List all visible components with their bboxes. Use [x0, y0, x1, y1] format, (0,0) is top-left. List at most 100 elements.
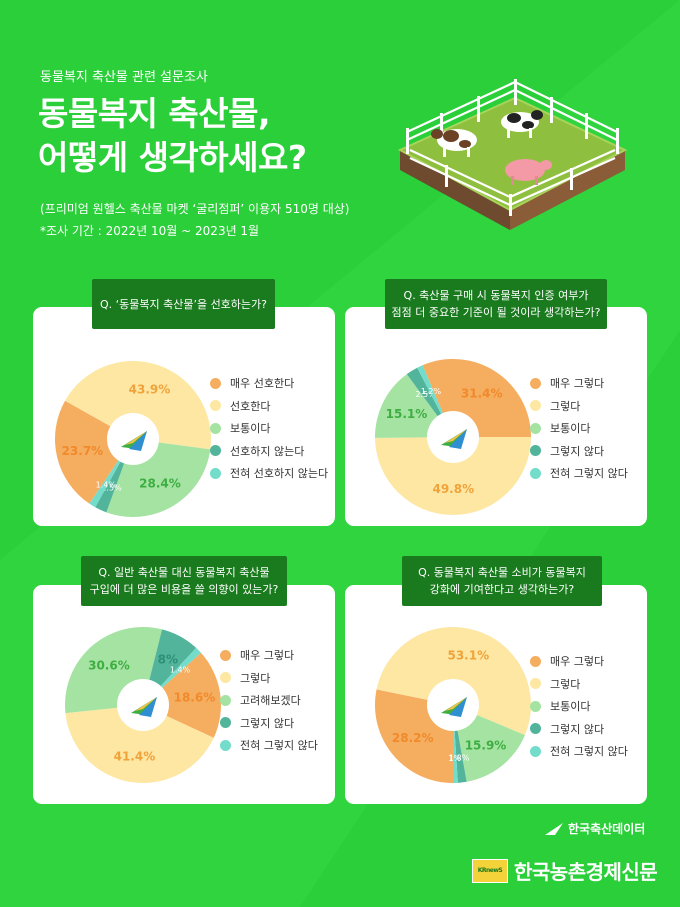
- legend-dot: [210, 400, 221, 412]
- newspaper-logo-icon: KRnewS: [472, 858, 508, 883]
- legend-dot: [530, 700, 541, 712]
- legend-item: 그렇다: [530, 673, 628, 696]
- pie-data-label: 31.4%: [461, 387, 503, 401]
- center-logo-icon: [131, 697, 157, 717]
- legend-dot: [530, 377, 541, 389]
- legend-item: 전혀 그렇지 않다: [530, 462, 628, 485]
- pie-data-label: 8%: [158, 652, 178, 666]
- legend-label: 매우 그렇다: [550, 377, 605, 391]
- legend-label: 선호한다: [230, 399, 271, 413]
- legend-dot: [210, 445, 221, 457]
- brand-small-text: 한국축산데이터: [568, 822, 646, 836]
- question-line: 구입에 더 많은 비용을 쓸 의향이 있는가?: [89, 583, 279, 596]
- legend-dot: [220, 672, 231, 684]
- pie-data-label: 15.9%: [465, 739, 507, 753]
- legend-item: 그렇지 않다: [530, 718, 628, 741]
- pie-data-label: 28.4%: [139, 476, 181, 490]
- pie-slice: [54, 400, 133, 504]
- legend-item: 그렇지 않다: [220, 712, 318, 735]
- legend-item: 보통이다: [210, 417, 328, 440]
- pie-data-label: 43.9%: [129, 383, 171, 397]
- legend-dot: [530, 445, 541, 457]
- pie-data-label: 41.4%: [114, 749, 156, 763]
- legend-dot: [210, 467, 221, 479]
- legend-item: 전혀 그렇지 않다: [530, 740, 628, 763]
- pie-data-label: 15.1%: [386, 407, 428, 421]
- pie-data-label: 2.5%: [101, 483, 122, 492]
- pie-data-label: 1.2%: [421, 387, 442, 396]
- legend-item: 매우 그렇다: [530, 650, 628, 673]
- question-line: 점점 더 중요한 기준이 될 것이라 생각하는가?: [391, 306, 601, 319]
- legend-label: 매우 그렇다: [550, 655, 605, 669]
- pie-center-hole: [107, 413, 159, 465]
- legend-label: 그렇지 않다: [550, 444, 605, 458]
- legend-label: 매우 그렇다: [240, 649, 295, 663]
- pie-slice: [143, 652, 221, 738]
- legend-label: 보통이다: [230, 422, 271, 436]
- legend-label: 매우 선호한다: [230, 377, 295, 391]
- center-logo-icon: [441, 697, 467, 717]
- legend-item: 전혀 그렇지 않다: [220, 734, 318, 757]
- legend-label: 그렇다: [240, 671, 271, 685]
- legend-dot: [220, 739, 231, 751]
- legend-item: 보통이다: [530, 695, 628, 718]
- brand-korea-livestock-data: 한국축산데이터: [545, 820, 645, 837]
- center-logo-icon: [121, 431, 147, 451]
- survey-subtitle: 동물복지 축산물 관련 설문조사: [40, 70, 208, 85]
- pie-data-label: 1.4%: [170, 666, 191, 675]
- legend-dot: [530, 723, 541, 735]
- legend-label: 보통이다: [550, 700, 591, 714]
- title-line-2: 어떻게 생각하세요?: [38, 138, 307, 177]
- pie-slice: [65, 705, 214, 783]
- pie-center-hole: [427, 679, 479, 731]
- legend-item: 보통이다: [530, 417, 628, 440]
- pie-data-label: 18.6%: [174, 690, 216, 704]
- legend-dot: [530, 467, 541, 479]
- pie-chart-4: 28.2% 53.1% 15.9%1.8%1%: [375, 627, 531, 783]
- legend-dot: [530, 400, 541, 412]
- pie-chart-3: 18.6% 41.4% 30.6% 8%1.4%: [65, 627, 221, 783]
- legend-label: 그렇지 않다: [240, 716, 295, 730]
- question-line: Q. 일반 축산물 대신 동물복지 축산물: [98, 566, 270, 579]
- legend-dot: [210, 422, 221, 434]
- farm-illustration: [397, 79, 628, 230]
- question-2: Q. 축산물 구매 시 동물복지 인증 여부가 점점 더 중요한 기준이 될 것이…: [385, 279, 607, 329]
- pie-chart-2: 31.4% 49.8% 15.1% 2.5%1.2%: [375, 359, 531, 516]
- pie-data-label: 30.6%: [88, 659, 130, 673]
- legend-item: 그렇다: [530, 395, 628, 418]
- pie-data-label: 53.1%: [447, 648, 489, 662]
- pie-data-label: 1%: [448, 754, 461, 763]
- pie-slice: [453, 705, 525, 782]
- legend-label: 선호하지 않는다: [230, 444, 305, 458]
- legend-label: 그렇지 않다: [550, 722, 605, 736]
- survey-card-1: 23.7% 43.9% 28.4% 2.5% 1.4% 매우 선호한다 선호한다 보통이다 선…: [33, 307, 335, 526]
- legend-item: 선호하지 않는다: [210, 440, 328, 463]
- legend-label: 전혀 그렇지 않다: [240, 739, 318, 753]
- survey-card-4: 28.2% 53.1% 15.9% 1.8% 1% 매우 그렇다 그렇다 보통이다 그렇지 않…: [345, 585, 647, 804]
- legend-item: 그렇다: [220, 667, 318, 690]
- legend-item: 매우 선호한다: [210, 372, 328, 395]
- pie-data-label: 49.8%: [432, 482, 474, 496]
- question-line: Q. ‘동물복지 축산물’을 선호하는가?: [99, 297, 268, 311]
- brand-newspaper: KRnewS 한국농촌경제신문: [472, 856, 658, 885]
- legend-label: 보통이다: [550, 422, 591, 436]
- legend-item: 그렇지 않다: [530, 440, 628, 463]
- brand-logo-icon: [545, 822, 563, 835]
- question-line: Q. 동물복지 축산물 소비가 동물복지: [418, 566, 586, 579]
- legend-label: 그렇다: [550, 399, 581, 413]
- legend-label: 전혀 그렇지 않다: [550, 745, 628, 759]
- survey-period-note: *조사 기간 : 2022년 10월 ~ 2023년 1월: [40, 224, 260, 238]
- question-line: 강화에 기여한다고 생각하는가?: [429, 583, 575, 596]
- pie-data-label: 1.8%: [449, 754, 470, 763]
- legend-dot: [210, 377, 221, 389]
- legend-dot: [220, 649, 231, 661]
- title-line-1: 동물복지 축산물,: [38, 94, 271, 133]
- legend-dot: [530, 422, 541, 434]
- pie-data-label: 2.5%: [415, 390, 436, 399]
- legend-label: 그렇다: [550, 677, 581, 691]
